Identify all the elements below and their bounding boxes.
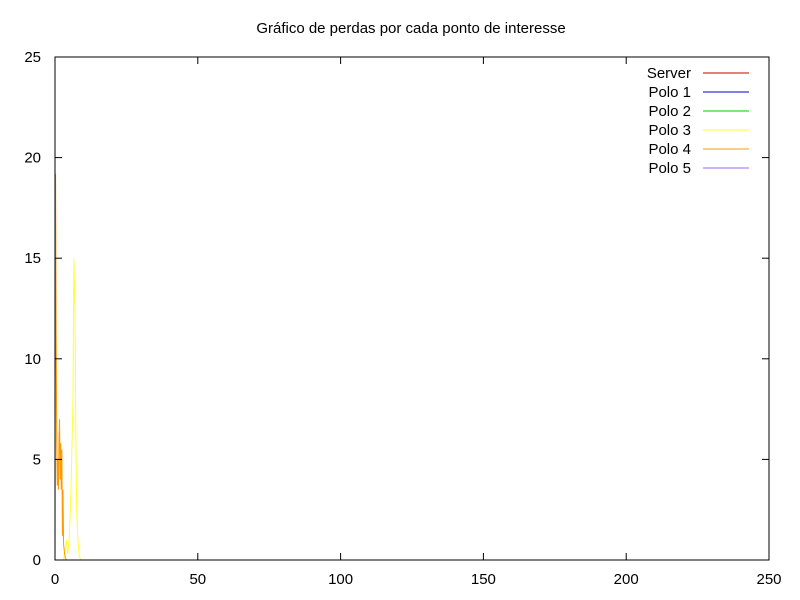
series-line-polo-3 [55,258,82,560]
x-tick-label: 200 [614,571,639,588]
series-layer [55,173,82,560]
legend-label: Polo 1 [648,84,691,101]
y-tick-label: 15 [24,250,41,267]
y-tick-label: 10 [24,351,41,368]
legend-label: Server [647,65,691,82]
y-tick-label: 5 [33,451,41,468]
series-line-polo-4 [55,173,67,560]
x-tick-label: 0 [51,571,59,588]
y-tick-label: 25 [24,49,41,66]
plot-frame [54,56,770,561]
y-tick-label: 20 [24,150,41,167]
y-axis: 0 5 10 15 20 25 [24,49,769,569]
x-tick-label: 250 [756,571,781,588]
x-tick-label: 150 [471,571,496,588]
chart-title: Gráfico de perdas por cada ponto de inte… [256,20,565,37]
legend-label: Polo 2 [648,103,691,120]
x-tick-label: 50 [189,571,206,588]
x-axis: 0 50 100 150 200 250 [51,57,782,588]
legend-label: Polo 3 [648,122,691,139]
x-tick-label: 100 [328,571,353,588]
y-tick-label: 0 [33,552,41,569]
legend-label: Polo 5 [648,160,691,177]
legend-label: Polo 4 [648,141,691,158]
legend: Server Polo 1 Polo 2 Polo 3 Polo 4 Polo 5 [647,65,749,177]
